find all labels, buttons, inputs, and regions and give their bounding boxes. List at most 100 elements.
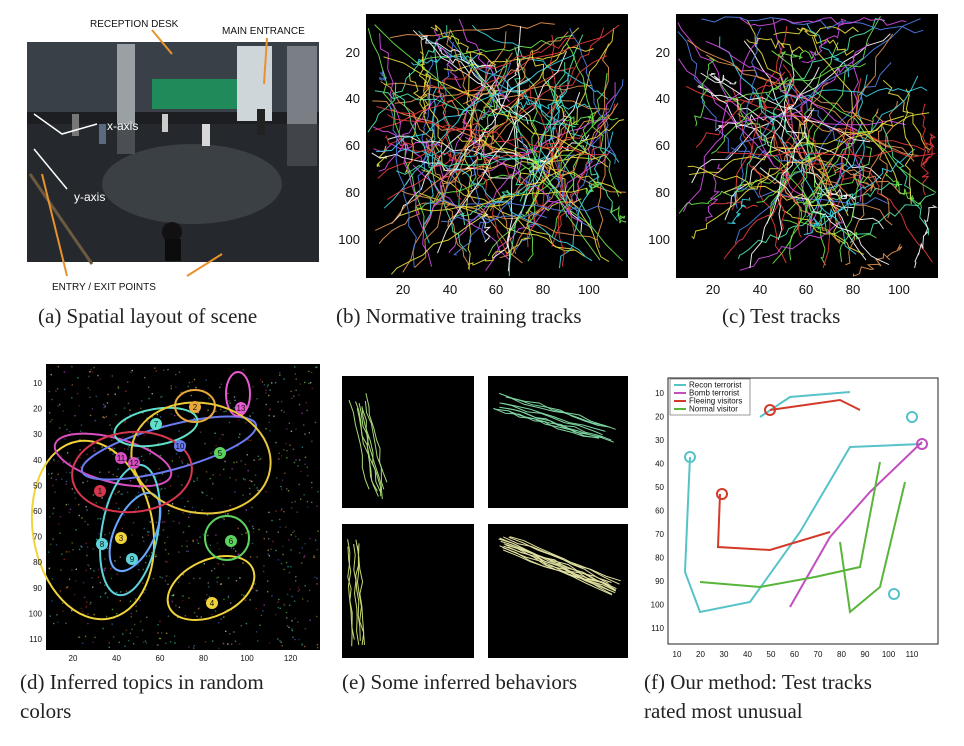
topic-point — [265, 531, 268, 533]
track — [921, 133, 937, 167]
topic-point — [316, 505, 318, 507]
topic-point — [75, 529, 77, 531]
track — [733, 76, 795, 206]
y-tick-label: 30 — [33, 430, 42, 439]
topic-point — [84, 635, 87, 638]
topic-point — [137, 564, 139, 566]
topic-point — [135, 610, 138, 612]
y-tick-label: 70 — [33, 533, 42, 542]
track-start-marker — [764, 404, 776, 416]
topic-point — [215, 534, 217, 536]
topic-point — [274, 613, 277, 616]
topic-point — [286, 457, 288, 459]
topic-point — [249, 439, 252, 442]
topic-point — [297, 538, 300, 540]
topic-point — [82, 582, 85, 584]
topic-point — [278, 452, 280, 454]
topic-point — [155, 555, 157, 558]
topic-point — [162, 529, 165, 531]
behavior-track — [347, 539, 355, 640]
topic-point — [234, 640, 237, 642]
topic-point — [226, 609, 228, 611]
topic-point — [279, 526, 281, 528]
topic-ellipse — [80, 415, 258, 481]
topic-point — [60, 455, 63, 457]
topic-point — [257, 489, 259, 492]
topic-point — [267, 538, 270, 540]
unusual-track — [699, 461, 881, 589]
topic-point — [137, 435, 139, 437]
track — [373, 141, 442, 152]
topic-point — [120, 591, 122, 593]
topic-point — [87, 613, 89, 615]
y-tick-label: 80 — [655, 554, 664, 563]
track — [418, 30, 531, 105]
topic-ellipse — [225, 371, 251, 417]
x-tick-label: 40 — [443, 282, 457, 297]
topic-point — [255, 608, 257, 610]
track — [677, 22, 773, 163]
track — [446, 29, 517, 254]
topic-point — [132, 643, 135, 645]
topic-point — [207, 582, 209, 584]
topic-point — [291, 501, 293, 504]
topic-point — [249, 493, 251, 495]
topic-point — [233, 461, 235, 464]
topic-point — [87, 387, 89, 389]
topic-point — [283, 604, 286, 606]
track — [810, 199, 860, 227]
topic-point — [280, 485, 282, 488]
behavior-track — [503, 545, 616, 594]
topic-point — [224, 513, 227, 515]
topic-point — [234, 491, 236, 493]
track — [481, 124, 499, 170]
topic-point — [71, 397, 73, 399]
topic-point — [192, 540, 194, 542]
topic-point — [117, 468, 119, 470]
topic-point — [161, 632, 163, 634]
plot-area — [46, 364, 320, 650]
topic-point — [102, 416, 104, 418]
track — [786, 175, 869, 213]
topic-point — [202, 534, 205, 536]
topic-point — [83, 596, 86, 599]
topic-point — [48, 567, 50, 570]
topic-point — [108, 646, 110, 648]
track — [749, 107, 815, 269]
topic-point — [251, 542, 254, 545]
y-axis-arrow — [33, 148, 68, 190]
topic-point — [245, 622, 248, 625]
topic-point — [77, 636, 80, 638]
topic-point — [230, 602, 232, 604]
topic-point — [117, 386, 120, 388]
topic-point — [48, 473, 50, 475]
topic-point — [291, 628, 293, 630]
track-start-marker — [684, 451, 696, 463]
topic-point — [239, 433, 241, 435]
topic-point — [198, 607, 201, 609]
track — [691, 33, 891, 184]
topic-point — [285, 611, 288, 614]
topic-point — [252, 527, 255, 530]
topic-point — [291, 629, 293, 632]
topic-point — [102, 627, 104, 630]
topic-point — [229, 477, 231, 479]
topic-point — [294, 600, 296, 602]
topic-point — [93, 570, 95, 572]
track — [400, 187, 588, 216]
topic-point — [284, 472, 286, 474]
track — [914, 204, 938, 269]
topic-point — [216, 577, 218, 579]
topic-point — [314, 421, 317, 424]
track — [501, 189, 513, 201]
topic-marker — [189, 401, 201, 413]
topic-point — [227, 513, 229, 515]
topic-point — [93, 447, 95, 449]
topic-point — [51, 472, 53, 475]
topic-point — [223, 468, 225, 471]
topic-point — [105, 592, 107, 594]
topic-point — [66, 428, 68, 431]
topic-point — [144, 561, 147, 564]
topic-point — [51, 578, 54, 580]
topic-point — [69, 472, 71, 474]
